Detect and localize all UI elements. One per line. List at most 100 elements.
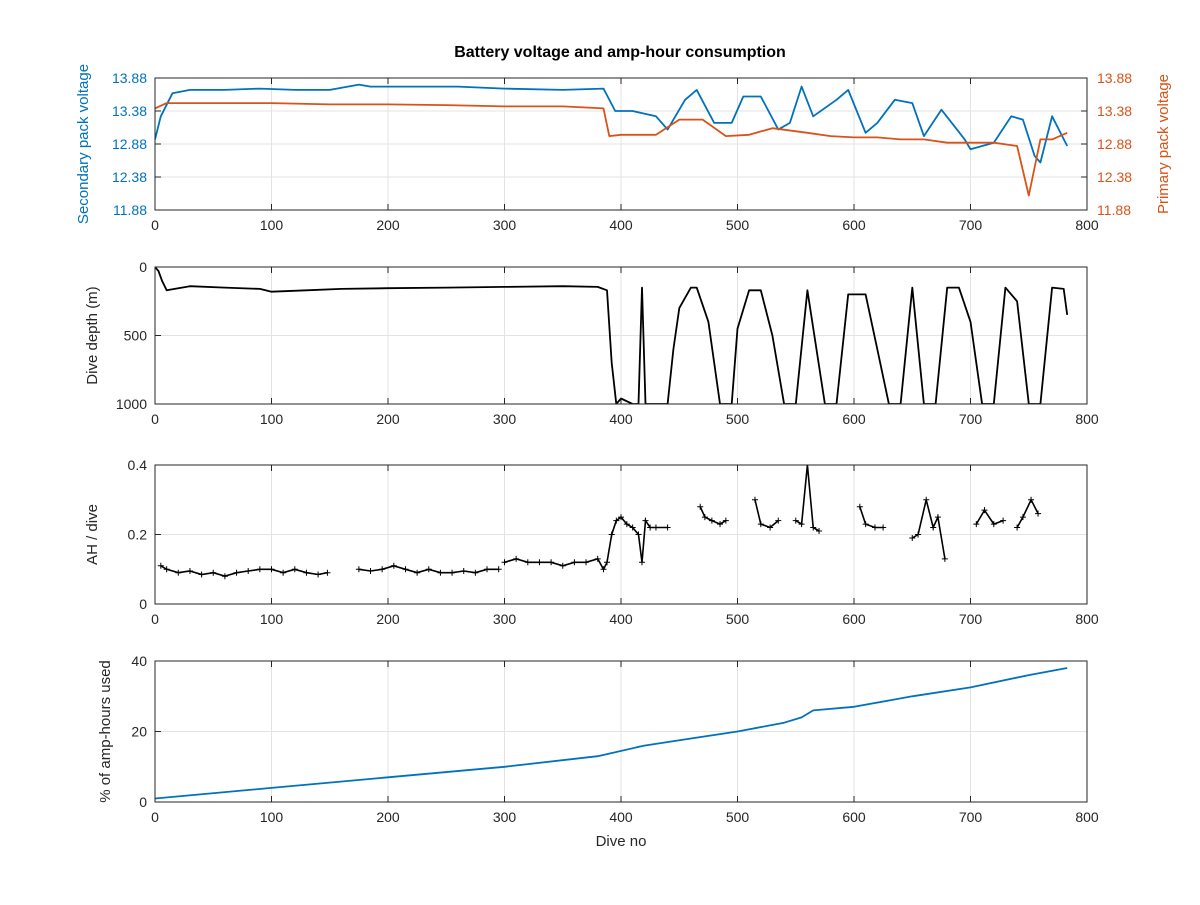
data-point: [722, 517, 729, 524]
x-tick-label: 100: [260, 217, 284, 233]
y-axis-label: % of amp-hours used: [97, 660, 114, 803]
data-point: [324, 569, 331, 576]
data-point: [501, 559, 508, 566]
x-tick-label: 400: [609, 611, 633, 627]
data-point: [708, 517, 715, 524]
data-point: [379, 566, 386, 573]
series-line-secondary: [155, 83, 1069, 164]
x-tick-label: 200: [376, 809, 400, 825]
data-point: [198, 571, 205, 578]
x-tick-label: 100: [260, 809, 284, 825]
x-tick-label: 600: [842, 809, 866, 825]
x-tick-label: 200: [376, 217, 400, 233]
data-point: [186, 567, 193, 574]
data-point: [792, 517, 799, 524]
y-tick-label: 0: [139, 259, 147, 275]
data-point: [623, 521, 630, 528]
panel-2: 0 100 200 300 400 500 600 700 800 0 500 1000 Dive de…: [84, 259, 1099, 427]
data-point: [291, 566, 298, 573]
data-point: [1014, 524, 1021, 531]
data-point: [816, 528, 823, 535]
panel-4: 0 100 200 300 400 500 600 700 800 0 20 40 % of amp-h…: [97, 653, 1099, 850]
y-tick-label: 500: [124, 328, 148, 344]
data-point: [717, 521, 724, 528]
x-tick-label: 800: [1075, 411, 1099, 427]
series-segment: [859, 506, 884, 529]
series-group: [155, 667, 1068, 800]
series-line: [155, 667, 1068, 800]
series-segment: [911, 499, 946, 559]
data-point: [495, 566, 502, 573]
y-tick-label: 12.88: [112, 136, 147, 152]
y-tick-label: 13.88: [112, 70, 147, 86]
data-point: [210, 569, 217, 576]
x-tick-label: 0: [151, 217, 159, 233]
data-point: [402, 566, 409, 573]
data-point: [1000, 517, 1007, 524]
y-tick-label-right: 12.88: [1097, 136, 1132, 152]
series-group: [155, 267, 1069, 404]
data-point: [915, 531, 922, 538]
data-point: [635, 531, 642, 538]
x-tick-label: 100: [260, 411, 284, 427]
y-tick-label: 0: [139, 596, 147, 612]
x-tick-label: 500: [726, 809, 750, 825]
data-point: [175, 569, 182, 576]
data-point: [460, 567, 467, 574]
data-point: [751, 496, 758, 503]
data-point: [303, 569, 310, 576]
series-segment: [754, 499, 779, 529]
data-point: [315, 571, 322, 578]
y-tick-label: 0.2: [128, 527, 148, 543]
data-point: [757, 521, 764, 528]
series-segment: [160, 565, 328, 578]
data-point: [880, 524, 887, 531]
series-segment: [699, 506, 727, 525]
data-point: [524, 559, 531, 566]
x-tick-label: 700: [959, 217, 983, 233]
data-point: [559, 562, 566, 569]
x-tick-label: 0: [151, 809, 159, 825]
data-point: [701, 514, 708, 521]
data-point: [163, 566, 170, 573]
data-point: [583, 559, 590, 566]
x-tick-label: 500: [726, 411, 750, 427]
data-point: [647, 524, 654, 531]
y-tick-label: 1000: [116, 396, 147, 412]
x-tick-label: 500: [726, 611, 750, 627]
data-point: [973, 521, 980, 528]
data-point: [256, 566, 263, 573]
chart-title: Battery voltage and amp-hour consumption: [454, 44, 786, 61]
x-tick-label: 800: [1075, 217, 1099, 233]
data-point: [981, 507, 988, 514]
data-point: [449, 569, 456, 576]
data-point: [767, 524, 774, 531]
y-tick-label: 40: [131, 653, 147, 669]
series-segment: [504, 516, 668, 572]
x-tick-label: 800: [1075, 611, 1099, 627]
data-point: [923, 496, 930, 503]
data-point: [484, 566, 491, 573]
x-tick-label: 500: [726, 217, 750, 233]
data-point: [804, 465, 811, 468]
x-tick-label: 600: [842, 411, 866, 427]
data-point: [513, 555, 520, 562]
series-segment: [1016, 497, 1039, 528]
y-tick-label: 13.38: [112, 103, 147, 119]
y-tick-label-right: 13.38: [1097, 103, 1132, 119]
series-line: [155, 267, 1069, 404]
series-group: [157, 465, 1042, 580]
data-point: [548, 559, 555, 566]
x-tick-label: 700: [959, 611, 983, 627]
x-tick-label: 0: [151, 411, 159, 427]
data-point: [1019, 514, 1026, 521]
x-tick-label: 0: [151, 611, 159, 627]
x-tick-label: 200: [376, 611, 400, 627]
data-point: [798, 521, 805, 528]
y-tick-label-right: 12.38: [1097, 169, 1132, 185]
x-tick-label: 300: [493, 809, 517, 825]
y-tick-label-right: 13.88: [1097, 70, 1132, 86]
data-point: [862, 521, 869, 528]
